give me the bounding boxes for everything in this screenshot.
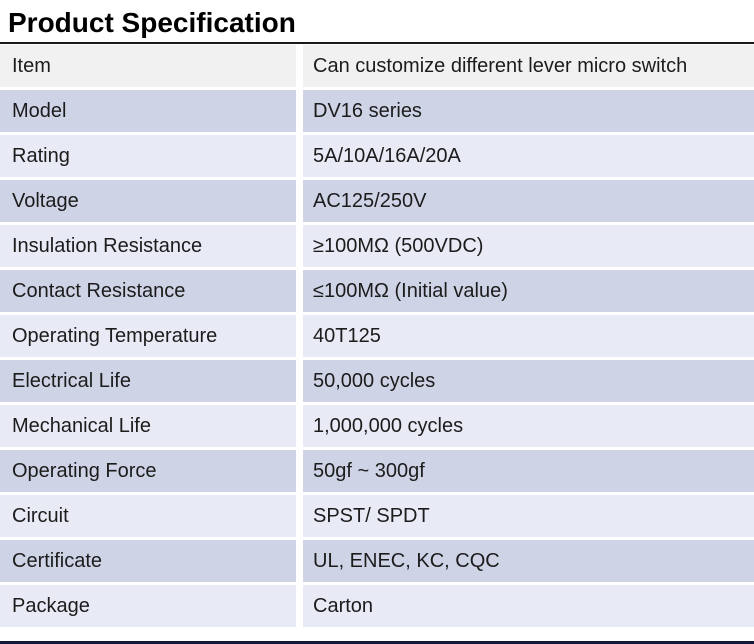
table-row: Electrical Life 50,000 cycles (0, 360, 754, 402)
spec-row-value: AC125/250V (303, 180, 754, 222)
spec-row-value: DV16 series (303, 90, 754, 132)
table-row: Certificate UL, ENEC, KC, CQC (0, 540, 754, 582)
table-row: Operating Temperature 40T125 (0, 315, 754, 357)
spec-row-value: SPST/ SPDT (303, 495, 754, 537)
table-row: Rating 5A/10A/16A/20A (0, 135, 754, 177)
table-row: Package Carton (0, 585, 754, 627)
table-row: Insulation Resistance ≥100MΩ (500VDC) (0, 225, 754, 267)
spec-row-label: Operating Force (0, 450, 296, 492)
table-row: Model DV16 series (0, 90, 754, 132)
spec-row-value: UL, ENEC, KC, CQC (303, 540, 754, 582)
table-row: Contact Resistance ≤100MΩ (Initial value) (0, 270, 754, 312)
page-title: Product Specification (8, 7, 296, 38)
spec-row-label: Item (0, 45, 296, 87)
table-row: Operating Force 50gf ~ 300gf (0, 450, 754, 492)
spec-row-label: Voltage (0, 180, 296, 222)
spec-row-value: ≥100MΩ (500VDC) (303, 225, 754, 267)
spec-row-label: Contact Resistance (0, 270, 296, 312)
spec-row-label: Insulation Resistance (0, 225, 296, 267)
spec-row-label: Electrical Life (0, 360, 296, 402)
table-row: Voltage AC125/250V (0, 180, 754, 222)
spec-row-label: Operating Temperature (0, 315, 296, 357)
spec-row-value: ≤100MΩ (Initial value) (303, 270, 754, 312)
spec-row-value: 5A/10A/16A/20A (303, 135, 754, 177)
table-row: Item Can customize different lever micro … (0, 45, 754, 87)
spec-row-label: Package (0, 585, 296, 627)
spec-table: Item Can customize different lever micro … (0, 42, 754, 627)
table-row: Circuit SPST/ SPDT (0, 495, 754, 537)
spec-row-value: 40T125 (303, 315, 754, 357)
spec-row-value: Carton (303, 585, 754, 627)
spec-row-label: Circuit (0, 495, 296, 537)
spec-row-value: 50gf ~ 300gf (303, 450, 754, 492)
table-bottom-border (0, 641, 754, 644)
table-row: Mechanical Life 1,000,000 cycles (0, 405, 754, 447)
spec-row-value: 50,000 cycles (303, 360, 754, 402)
spec-row-label: Certificate (0, 540, 296, 582)
spec-row-label: Mechanical Life (0, 405, 296, 447)
spec-row-value: 1,000,000 cycles (303, 405, 754, 447)
spec-row-value: Can customize different lever micro swit… (303, 45, 754, 87)
spec-row-label: Model (0, 90, 296, 132)
spec-row-label: Rating (0, 135, 296, 177)
